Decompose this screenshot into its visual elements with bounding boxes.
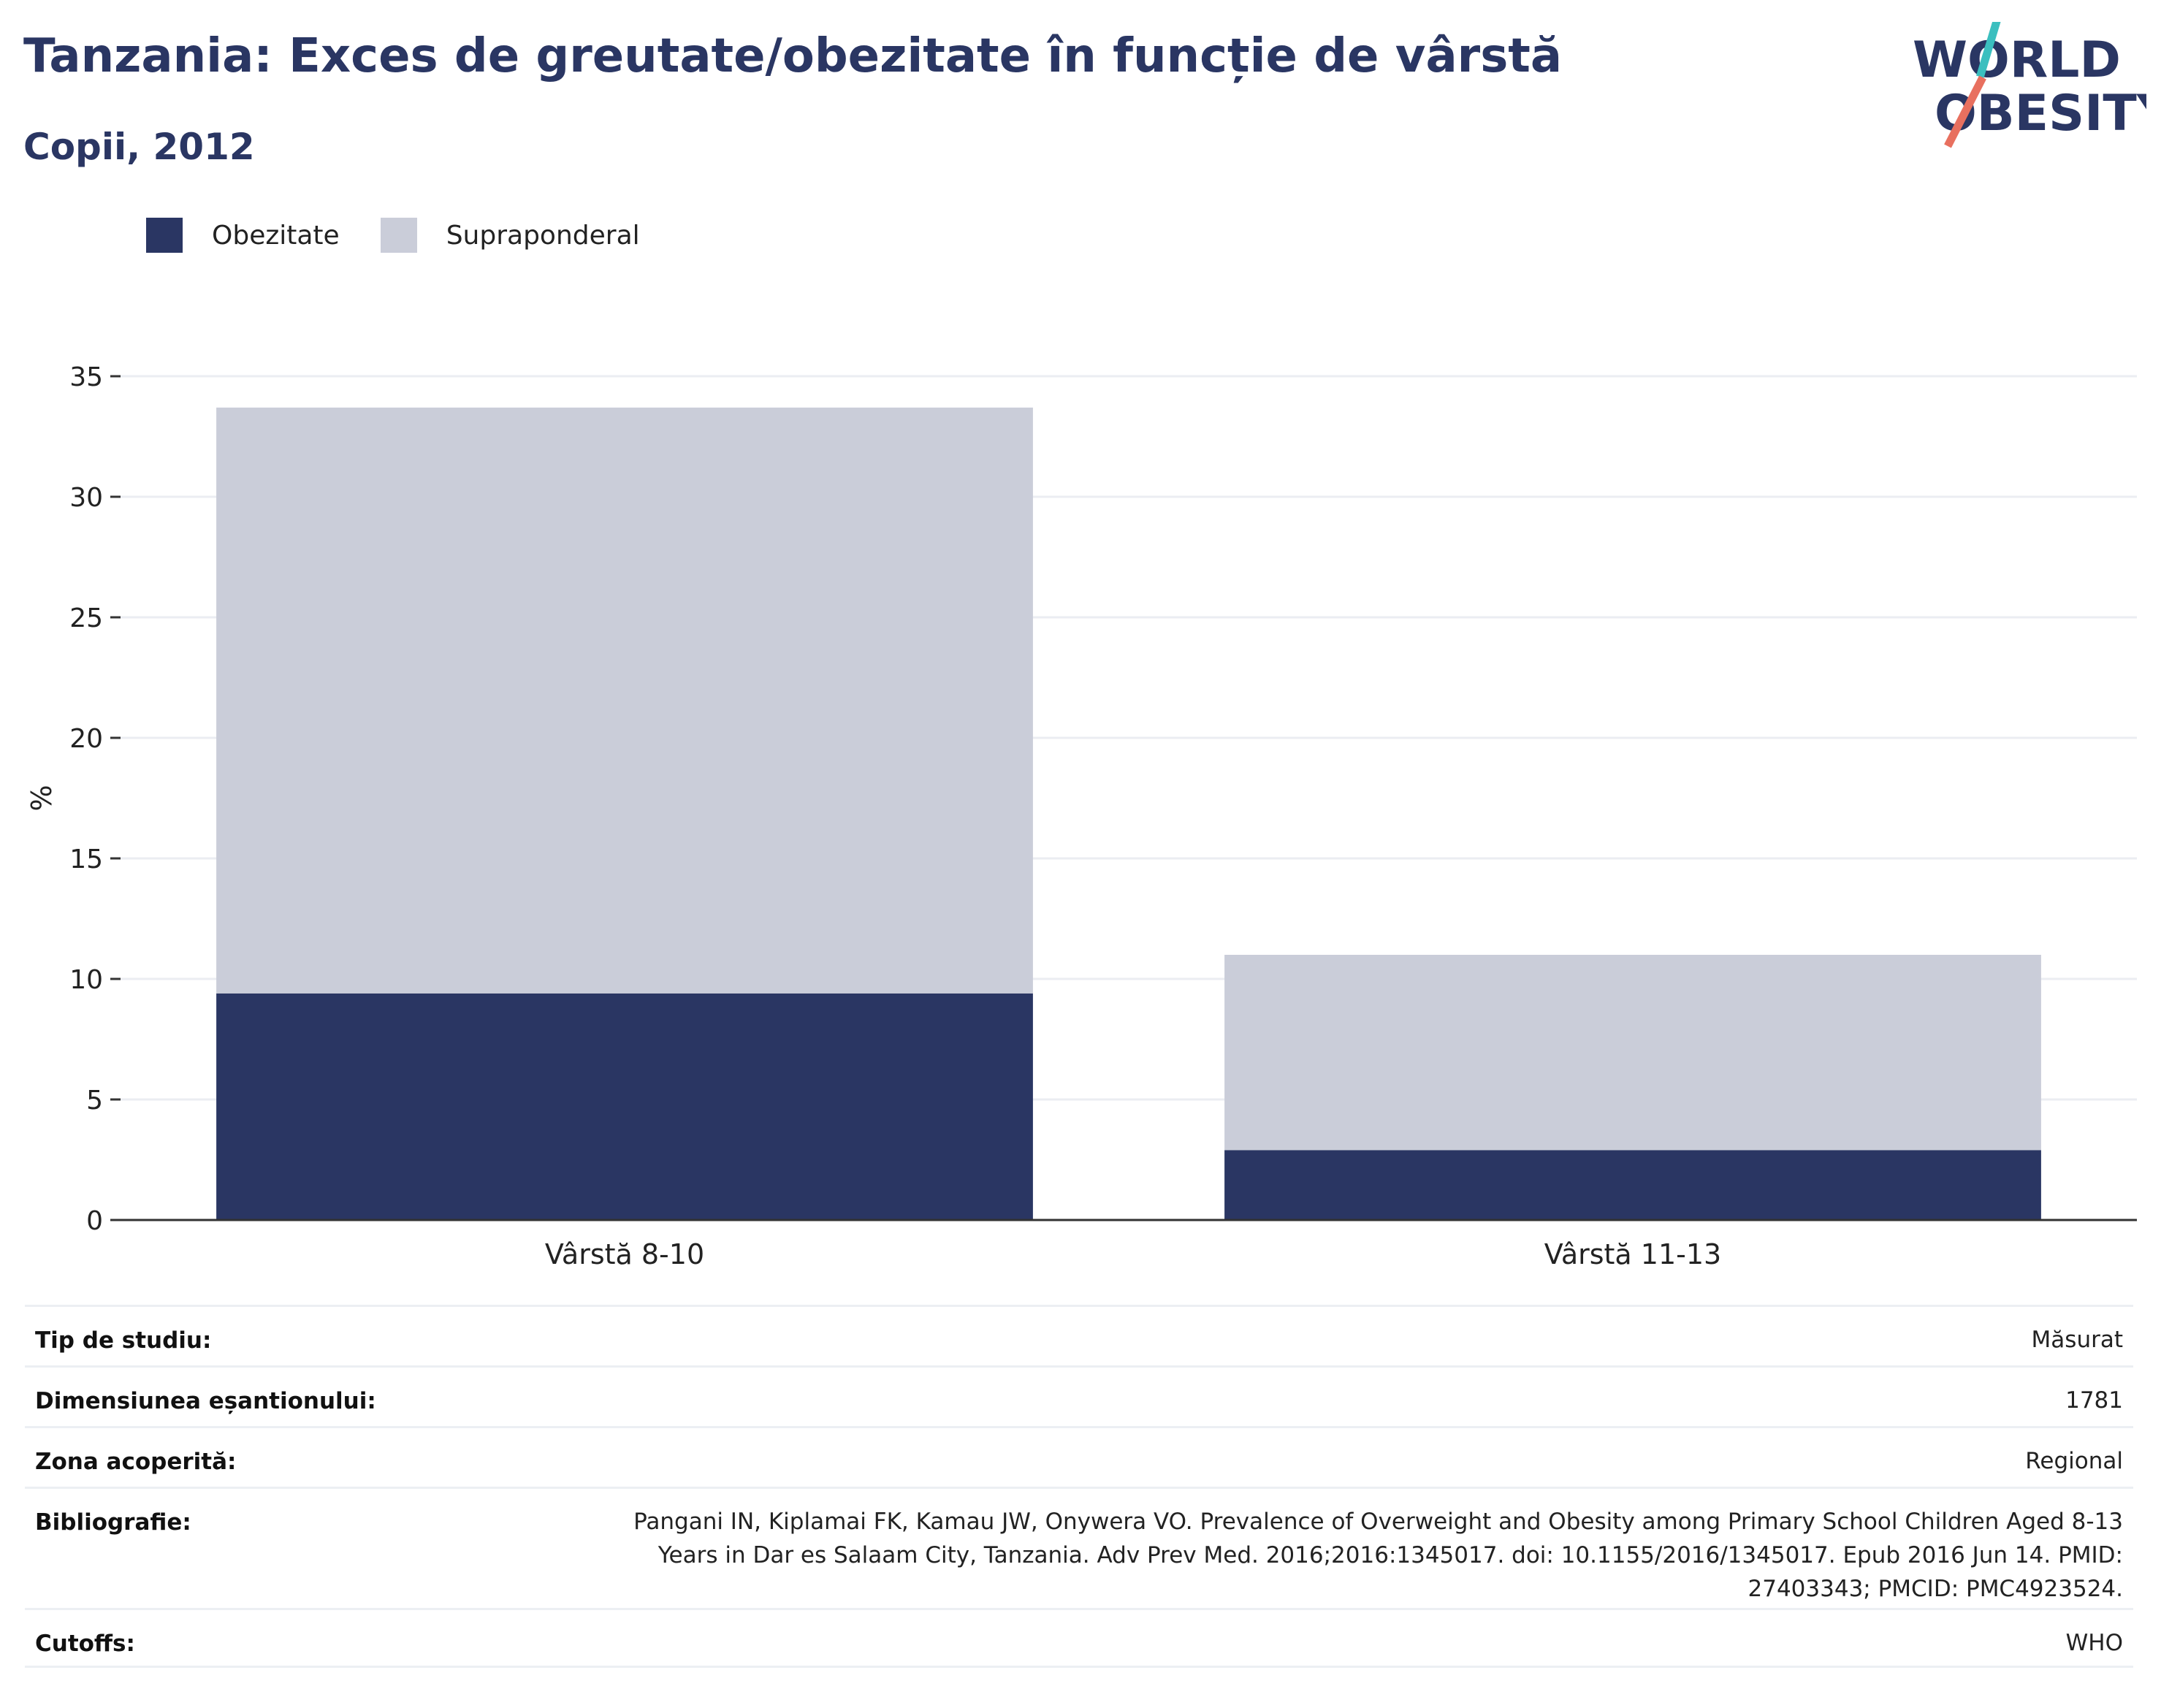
- info-value-cutoffs: WHO: [2065, 1630, 2123, 1656]
- page-subtitle: Copii, 2012: [23, 126, 255, 168]
- info-label-cutoffs: Cutoffs:: [35, 1631, 135, 1657]
- y-tick-label-35: 35: [69, 362, 103, 392]
- info-row-sample-size: Dimensiunea eșantionului: 1781: [25, 1365, 2133, 1426]
- legend-label-supraponderal: Supraponderal: [446, 220, 640, 251]
- legend-swatch-supraponderal: [380, 218, 417, 253]
- info-label-study-type: Tip de studiu:: [35, 1327, 212, 1354]
- bar-obezitate-2: [1224, 1150, 2041, 1220]
- y-tick-label-25: 25: [69, 603, 103, 633]
- logo-text-line1: WORLD: [1913, 31, 2121, 89]
- info-label-bibliography: Bibliografie:: [35, 1509, 191, 1536]
- chart-legend: Obezitate Supraponderal: [146, 218, 681, 253]
- bar-supraponderal-2: [1224, 955, 2041, 1151]
- y-tick-label-15: 15: [69, 845, 103, 874]
- logo-slash-teal: [1976, 22, 2001, 78]
- world-obesity-logo: WORLD OBESITY: [1913, 22, 2146, 148]
- info-row-cutoffs: Cutoffs: WHO: [25, 1608, 2133, 1668]
- info-row-study-type: Tip de studiu: Măsurat: [25, 1305, 2133, 1365]
- legend-label-obezitate: Obezitate: [212, 220, 340, 251]
- info-value-sample-size: 1781: [2065, 1387, 2123, 1414]
- info-row-coverage: Zona acoperită: Regional: [25, 1426, 2133, 1487]
- stacked-bar-chart: 0 5 10 15 20 25 30 35% Vârstă 8-10 Vârstă 11-13: [26, 362, 2137, 1270]
- legend-item-obezitate: Obezitate: [146, 218, 340, 253]
- info-label-coverage: Zona acoperită:: [35, 1449, 237, 1475]
- bar-obezitate-1: [216, 993, 1033, 1220]
- page-title: Tanzania: Exces de greutate/obezitate în…: [23, 29, 1563, 83]
- x-tick-label-1: Vârstă 8-10: [545, 1238, 704, 1270]
- bar-supraponderal-1: [216, 407, 1033, 994]
- info-label-sample-size: Dimensiunea eșantionului:: [35, 1388, 376, 1414]
- logo-slash-coral: [1944, 75, 1986, 148]
- legend-swatch-obezitate: [146, 218, 183, 253]
- x-tick-label-2: Vârstă 11-13: [1544, 1238, 1721, 1270]
- legend-item-supraponderal: Supraponderal: [380, 218, 640, 253]
- info-row-bibliography: Bibliografie: Pangani IN, Kiplamai FK, K…: [25, 1487, 2133, 1608]
- study-info-table: Tip de studiu: Măsurat Dimensiunea eșant…: [25, 1305, 2133, 1668]
- y-tick-label-20: 20: [69, 724, 103, 754]
- info-value-coverage: Regional: [2025, 1448, 2123, 1474]
- info-value-study-type: Măsurat: [2031, 1327, 2123, 1353]
- info-value-bibliography: Pangani IN, Kiplamai FK, Kamau JW, Onywe…: [633, 1509, 2123, 1602]
- y-tick-label-30: 30: [69, 483, 103, 513]
- y-tick-label-5: 5: [86, 1086, 103, 1116]
- y-tick-label-0: 0: [86, 1206, 103, 1236]
- y-axis-label: %: [26, 785, 58, 811]
- y-tick-label-10: 10: [69, 965, 103, 995]
